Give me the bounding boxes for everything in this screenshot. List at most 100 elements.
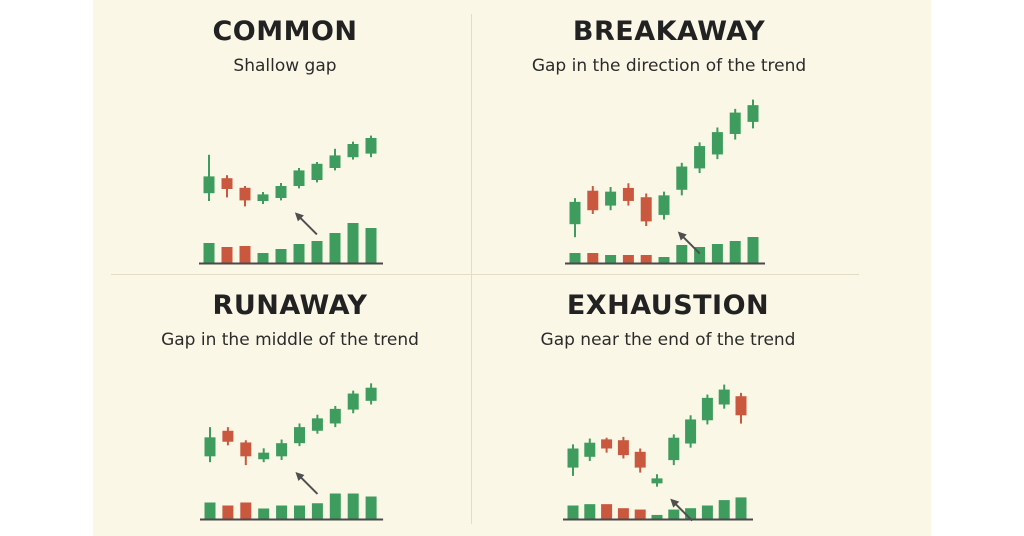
runaway-volume-bar xyxy=(365,496,377,519)
runaway-candle-body xyxy=(222,430,234,442)
common-volume-bar xyxy=(221,247,233,263)
runaway-gap-arrow-shaft xyxy=(297,474,319,495)
exhaustion-volume-bar xyxy=(718,500,730,519)
exhaustion-volume-bar xyxy=(567,505,579,519)
exhaustion-candle-body xyxy=(584,442,596,457)
breakaway-gap-arrow-shaft xyxy=(680,233,701,255)
exhaustion-volume-bar xyxy=(668,509,680,519)
runaway-volume-bar xyxy=(311,503,323,519)
exhaustion-gap-arrow-head xyxy=(670,498,680,508)
vertical-divider xyxy=(471,14,472,524)
breakaway-candle-body xyxy=(622,187,634,201)
breakaway-candle-body xyxy=(747,105,759,122)
chart-title-exhaustion: EXHAUSTION xyxy=(566,290,770,321)
runaway-candle-body xyxy=(240,442,252,457)
breakaway-candle-body xyxy=(587,190,599,211)
exhaustion-volume-bar xyxy=(634,509,646,519)
exhaustion-candle-body xyxy=(634,451,646,468)
chart-subtitle-exhaustion: Gap near the end of the trend xyxy=(540,330,796,350)
breakaway-gap-arrow-head xyxy=(677,231,687,241)
breakaway-candle-body xyxy=(605,191,617,206)
chart-title-breakaway: BREAKAWAY xyxy=(572,16,766,47)
common-volume-bar xyxy=(239,246,251,263)
exhaustion-volume-bar xyxy=(685,508,697,519)
breakaway-volume-bar xyxy=(658,257,670,263)
runaway-gap-arrow-head xyxy=(295,471,305,481)
breakaway-volume-bar xyxy=(747,237,759,263)
exhaustion-volume-bar xyxy=(601,504,613,519)
exhaustion-candle-body xyxy=(601,439,613,449)
common-volume-bar xyxy=(257,253,269,263)
breakaway-candle-body xyxy=(676,166,688,190)
chart-title-runaway: RUNAWAY xyxy=(212,290,368,321)
common-volume-bar xyxy=(365,228,377,263)
common-gap-arrow-head xyxy=(294,212,304,222)
runaway-volume-bar xyxy=(240,502,252,519)
exhaustion-candle-body xyxy=(567,448,579,468)
common-candle-body xyxy=(365,138,377,154)
breakaway-candle-body xyxy=(640,197,652,222)
common-volume-bar xyxy=(275,249,287,263)
exhaustion-candle-body xyxy=(617,440,629,456)
common-candle-body xyxy=(311,163,323,180)
chart-background xyxy=(93,0,931,536)
breakaway-candle-body xyxy=(569,201,581,225)
runaway-candle-body xyxy=(204,437,216,457)
breakaway-volume-bar xyxy=(605,255,617,263)
common-gap-arrow-shaft xyxy=(297,214,318,236)
exhaustion-volume-bar xyxy=(584,504,596,519)
breakaway-candle-body xyxy=(711,132,723,155)
exhaustion-candle-body xyxy=(735,396,747,416)
exhaustion-candle-body xyxy=(651,478,663,484)
runaway-volume-bar xyxy=(204,502,216,519)
runaway-volume-bar xyxy=(329,493,341,519)
breakaway-volume-bar xyxy=(676,245,688,263)
breakaway-volume-bar xyxy=(569,253,581,263)
common-candle-body xyxy=(347,144,359,158)
common-volume-bar xyxy=(293,244,305,263)
common-candle-body xyxy=(221,178,233,189)
common-volume-bar xyxy=(347,223,359,263)
runaway-candle-body xyxy=(294,427,305,444)
breakaway-volume-bar xyxy=(622,255,634,263)
common-candle-body xyxy=(293,170,305,186)
common-candle-body xyxy=(275,186,287,198)
breakaway-candle-body xyxy=(658,195,670,215)
runaway-candle-body xyxy=(365,387,377,401)
exhaustion-volume-bar xyxy=(735,497,747,519)
exhaustion-gap-arrow-shaft xyxy=(672,500,693,522)
breakaway-volume-bar xyxy=(729,241,741,263)
breakaway-volume-bar xyxy=(587,253,599,263)
common-candle-body xyxy=(203,176,215,194)
exhaustion-candle-body xyxy=(668,437,680,461)
chart-subtitle-runaway: Gap in the middle of the trend xyxy=(161,330,419,350)
chart-subtitle-common: Shallow gap xyxy=(233,56,337,76)
runaway-volume-bar xyxy=(294,505,305,519)
exhaustion-volume-bar xyxy=(651,514,663,519)
common-candle-body xyxy=(239,187,251,201)
chart-title-common: COMMON xyxy=(212,16,358,47)
runaway-candle-body xyxy=(276,443,288,457)
breakaway-candle-body xyxy=(694,146,706,169)
breakaway-candle-body xyxy=(729,112,741,134)
runaway-volume-bar xyxy=(222,505,234,519)
exhaustion-volume-bar xyxy=(701,505,713,519)
breakaway-volume-bar xyxy=(694,247,706,263)
runaway-volume-bar xyxy=(276,505,288,519)
exhaustion-candle-body xyxy=(701,397,713,421)
runaway-candle-body xyxy=(347,393,359,410)
breakaway-volume-bar xyxy=(711,244,723,263)
common-candle-body xyxy=(257,194,269,201)
runaway-volume-bar xyxy=(258,508,270,519)
runaway-volume-bar xyxy=(347,493,359,519)
common-volume-bar xyxy=(311,241,323,263)
common-volume-bar xyxy=(203,243,215,263)
exhaustion-volume-bar xyxy=(617,508,629,519)
common-volume-bar xyxy=(329,233,341,263)
horizontal-divider xyxy=(111,274,859,275)
common-candle-body xyxy=(329,155,341,168)
exhaustion-candle-body xyxy=(685,419,697,444)
runaway-candle-body xyxy=(258,452,270,460)
breakaway-volume-bar xyxy=(640,255,652,263)
